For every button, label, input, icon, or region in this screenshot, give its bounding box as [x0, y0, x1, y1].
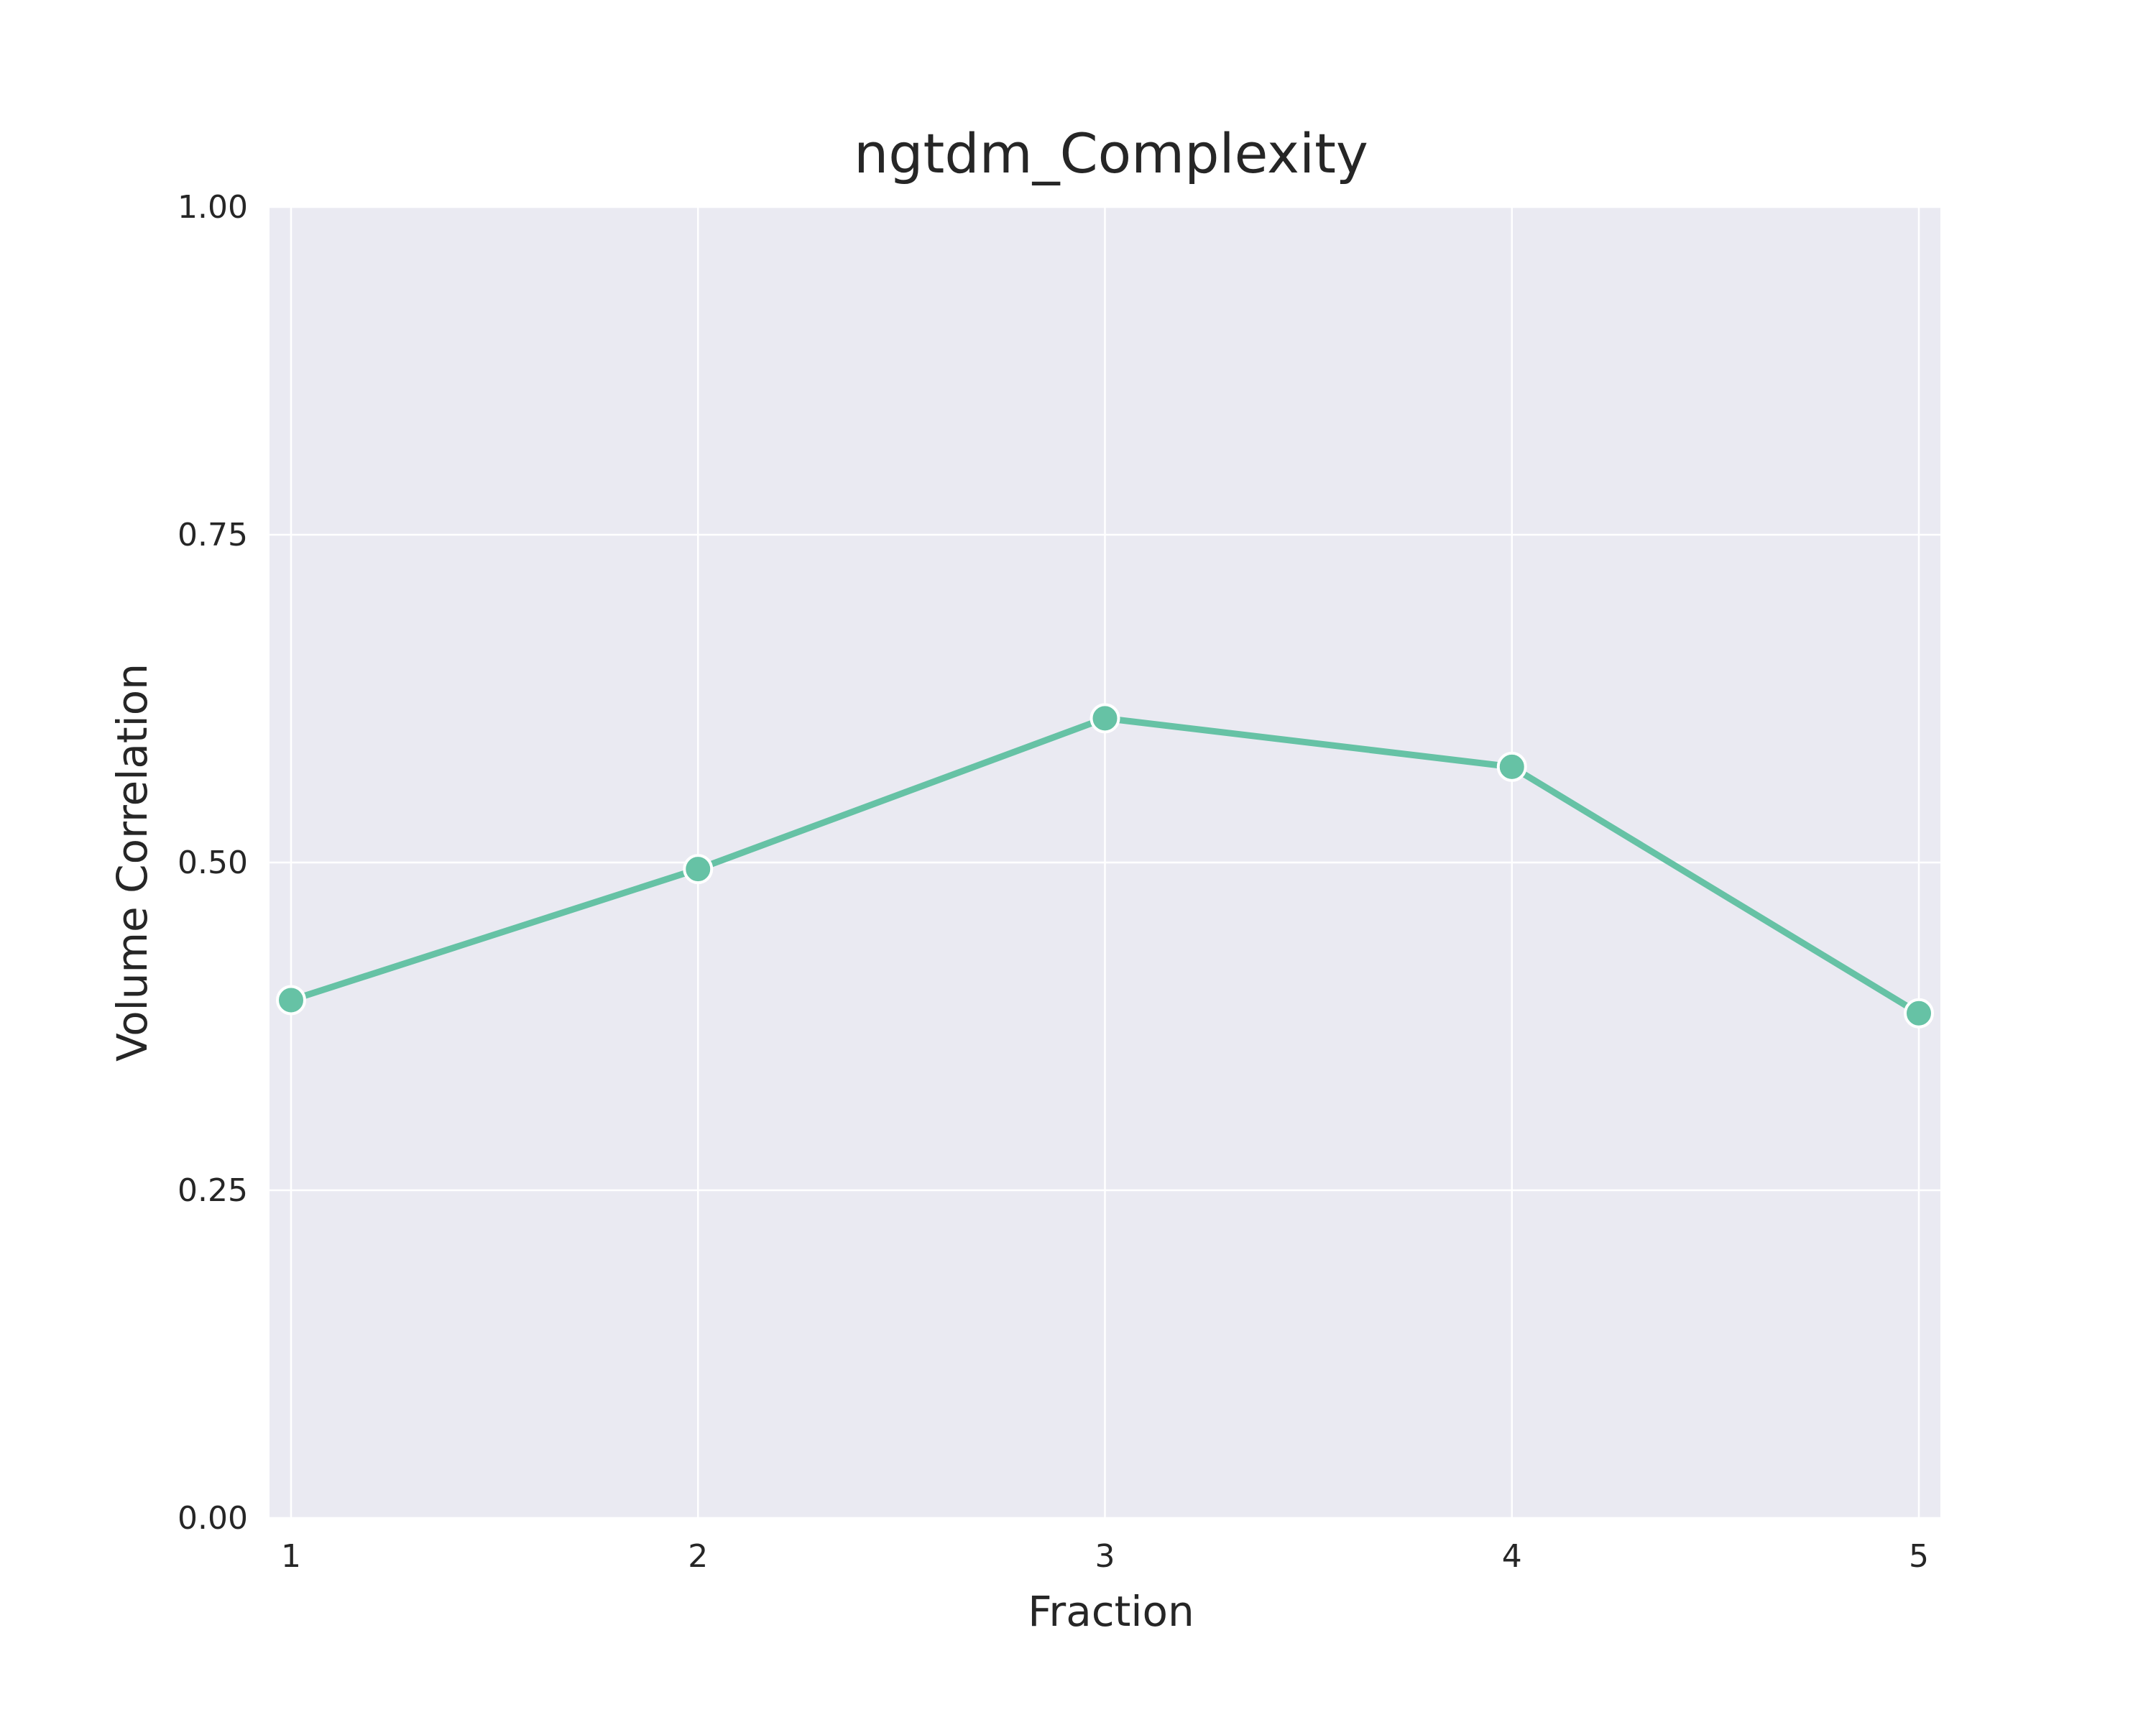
- y-tick-label: 1.00: [178, 189, 248, 226]
- data-point: [1496, 751, 1527, 782]
- x-tick-labels: 1 2 3 4 5: [281, 1538, 1929, 1575]
- y-tick-label: 0.50: [178, 845, 248, 881]
- y-tick-label: 0.75: [178, 517, 248, 553]
- data-point: [683, 854, 714, 885]
- y-axis-label: Volume Correlation: [108, 663, 157, 1062]
- x-tick-label: 3: [1095, 1538, 1115, 1575]
- y-tick-label: 0.00: [178, 1500, 248, 1537]
- x-tick-label: 2: [688, 1538, 708, 1575]
- x-tick-label: 1: [281, 1538, 301, 1575]
- data-point: [1904, 998, 1934, 1029]
- data-point: [1089, 703, 1120, 734]
- grid-lines: [270, 206, 1940, 1519]
- y-tick-label: 0.25: [178, 1172, 248, 1209]
- data-point: [276, 985, 306, 1016]
- x-tick-label: 4: [1502, 1538, 1522, 1575]
- chart-title: ngtdm_Complexity: [854, 121, 1368, 185]
- series-layer: [276, 703, 1934, 1029]
- x-tick-label: 5: [1909, 1538, 1929, 1575]
- y-tick-labels: 0.00 0.25 0.50 0.75 1.00: [178, 189, 248, 1537]
- x-axis-label: Fraction: [1028, 1587, 1194, 1636]
